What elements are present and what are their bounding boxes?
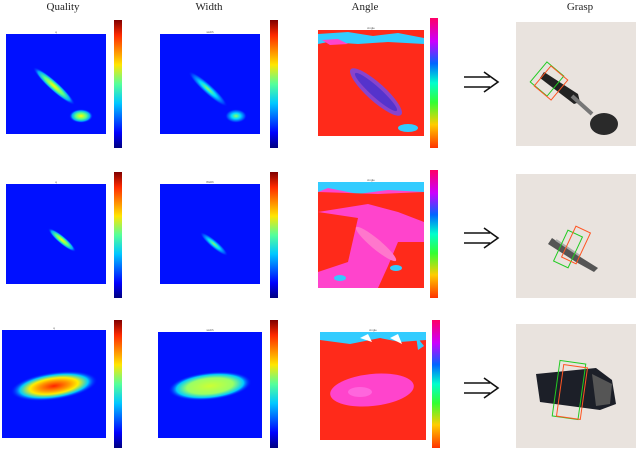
width-map: width xyxy=(160,30,260,134)
row-wallet: q width Angle xyxy=(0,300,640,453)
width-map: width xyxy=(158,328,262,438)
width-map-label: width xyxy=(206,328,214,332)
width-map-label: width xyxy=(206,30,214,34)
grasp-image xyxy=(516,324,636,448)
header-quality: Quality xyxy=(46,1,80,13)
quality-colorbar xyxy=(114,20,122,148)
width-colorbar xyxy=(270,172,278,298)
header-angle: Angle xyxy=(351,1,379,13)
angle-colorbar xyxy=(432,320,440,448)
angle-colorbar xyxy=(430,18,438,148)
double-right-arrow-icon xyxy=(462,376,502,405)
angle-map-label: Angle xyxy=(367,26,375,30)
row-spoon: q width Angle xyxy=(0,0,640,150)
quality-map: q xyxy=(6,30,106,134)
quality-map-label: q xyxy=(53,326,55,330)
angle-map-label: Angle xyxy=(367,178,375,182)
angle-map: Angle xyxy=(318,26,424,136)
width-colorbar xyxy=(270,20,278,148)
quality-map-label: q xyxy=(55,180,57,184)
double-right-arrow-icon xyxy=(462,70,502,99)
angle-map-label: Angle xyxy=(369,328,377,332)
header-grasp: Grasp xyxy=(566,1,594,13)
quality-map: q xyxy=(6,180,106,284)
angle-colorbar xyxy=(430,170,438,298)
width-colorbar xyxy=(270,320,278,448)
width-map: Width xyxy=(160,180,260,284)
double-right-arrow-icon xyxy=(462,226,502,255)
quality-map-label: q xyxy=(55,30,57,34)
quality-colorbar xyxy=(114,320,122,448)
header-width: Width xyxy=(195,1,223,13)
quality-colorbar xyxy=(114,172,122,298)
row-clip: q Width Angle xyxy=(0,150,640,300)
width-map-label: Width xyxy=(206,180,214,184)
grasp-image xyxy=(516,22,636,146)
angle-map: Angle xyxy=(320,328,426,440)
angle-map: Angle xyxy=(318,178,424,288)
grasp-image xyxy=(516,174,636,298)
quality-map: q xyxy=(2,326,106,438)
